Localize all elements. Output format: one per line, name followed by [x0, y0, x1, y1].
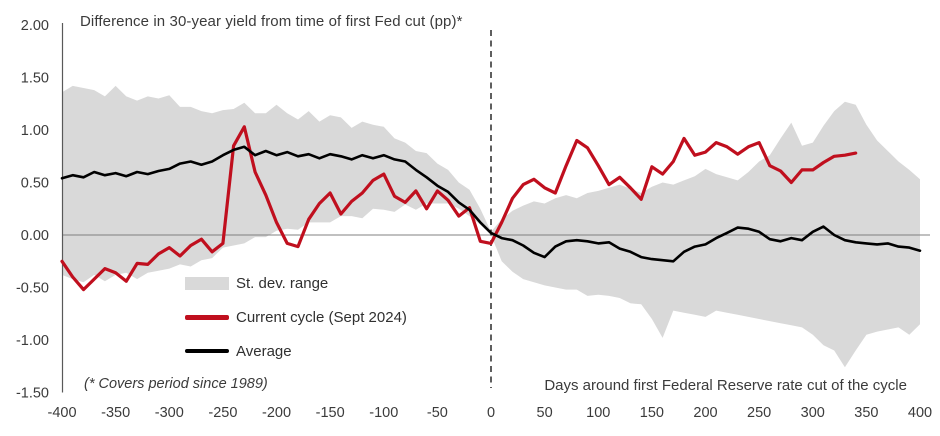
legend-item-stdev-range: St. dev. range — [185, 266, 407, 300]
x-tick-label: 50 — [537, 405, 553, 421]
x-tick-label: -350 — [101, 405, 130, 421]
x-axis-label: Days around first Federal Reserve rate c… — [544, 377, 907, 394]
y-tick-label: -1.50 — [16, 386, 49, 402]
legend: St. dev. range Current cycle (Sept 2024)… — [185, 266, 407, 368]
x-tick-label: 300 — [801, 405, 825, 421]
x-tick-label: -300 — [155, 405, 184, 421]
x-tick-label: -150 — [316, 405, 345, 421]
x-tick-label: -100 — [369, 405, 398, 421]
x-tick-label: -250 — [208, 405, 237, 421]
chart-title: Difference in 30-year yield from time of… — [80, 13, 463, 30]
legend-label: St. dev. range — [236, 274, 329, 292]
y-tick-label: 0.50 — [21, 176, 49, 192]
legend-label: Current cycle (Sept 2024) — [236, 308, 407, 326]
x-tick-label: 250 — [747, 405, 771, 421]
x-tick-label: 100 — [586, 405, 610, 421]
x-tick-label: -400 — [47, 405, 76, 421]
average-line-swatch — [185, 349, 229, 353]
current-cycle-line-swatch — [185, 314, 229, 320]
x-tick-label: 350 — [854, 405, 878, 421]
legend-item-current-cycle: Current cycle (Sept 2024) — [185, 300, 407, 334]
y-tick-label: 0.00 — [21, 228, 49, 244]
x-tick-label: 400 — [908, 405, 932, 421]
stdev-band-swatch — [185, 276, 229, 290]
x-tick-label: -50 — [427, 405, 448, 421]
y-tick-label: 2.00 — [21, 18, 49, 34]
legend-label: Average — [236, 342, 292, 360]
y-tick-label: 1.50 — [21, 71, 49, 87]
average-line — [60, 145, 922, 263]
y-tick-label: -0.50 — [16, 281, 49, 297]
legend-item-average: Average — [185, 334, 407, 368]
x-tick-label: 200 — [693, 405, 717, 421]
x-tick-label: 150 — [640, 405, 664, 421]
footnote: (* Covers period since 1989) — [84, 376, 268, 392]
current-cycle-line — [60, 125, 858, 292]
x-tick-label: 0 — [487, 405, 495, 421]
x-tick-label: -200 — [262, 405, 291, 421]
y-tick-label: -1.00 — [16, 333, 49, 349]
y-tick-label: 1.00 — [21, 123, 49, 139]
